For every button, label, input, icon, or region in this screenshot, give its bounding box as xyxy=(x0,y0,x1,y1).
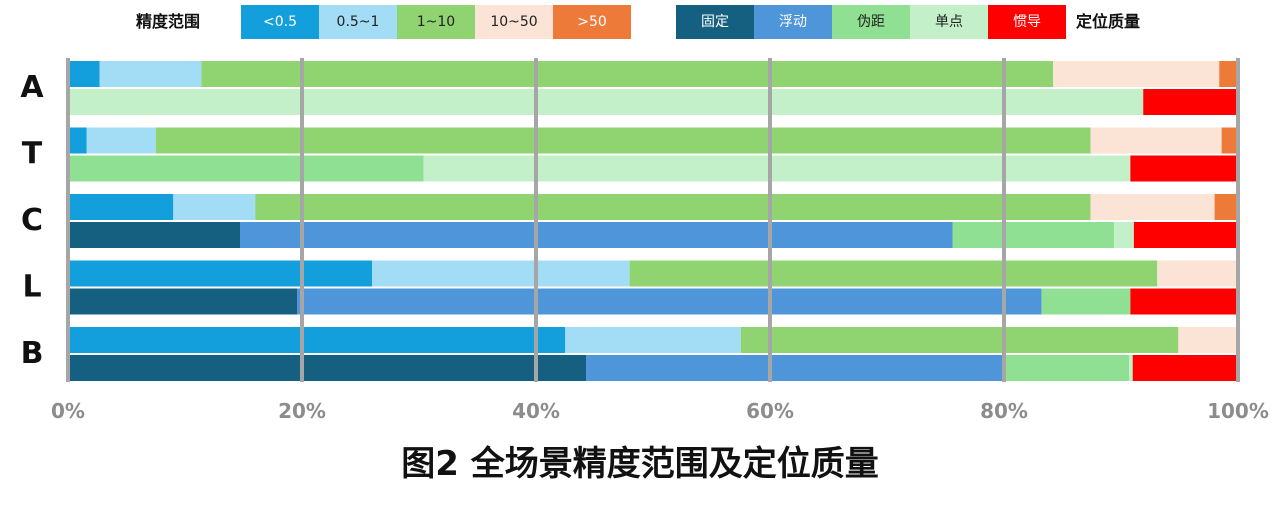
legend-precision-title: 精度范围 xyxy=(136,12,201,31)
bar-A-quality-3 xyxy=(68,89,1144,115)
bar-L-precision-2 xyxy=(629,260,1158,287)
x-tick-label-3: 60% xyxy=(746,399,794,423)
bar-B-quality-1 xyxy=(586,355,1003,381)
category-label-C: C xyxy=(21,203,43,238)
bar-C-quality-2 xyxy=(952,222,1114,248)
bar-C-quality-3 xyxy=(1113,222,1134,248)
bar-B-precision-1 xyxy=(565,327,741,353)
bar-T-quality-4 xyxy=(1130,155,1238,182)
bar-L-quality-0 xyxy=(68,288,298,315)
bar-B-precision-0 xyxy=(68,327,566,353)
bar-A-quality-4 xyxy=(1143,89,1238,115)
bar-L-quality-2 xyxy=(1041,288,1131,315)
bar-L-quality-4 xyxy=(1130,288,1238,315)
bar-C-precision-4 xyxy=(1214,194,1238,220)
figure-caption: 图2 全场景精度范围及定位质量 xyxy=(401,444,879,484)
legend-quality-item-2: 伪距 xyxy=(832,5,910,39)
x-tick-label-2: 40% xyxy=(512,399,560,423)
legend-precision-item-4: >50 xyxy=(553,5,631,39)
legend-precision-item-0: <0.5 xyxy=(241,5,319,39)
bar-T-precision-1 xyxy=(86,127,156,154)
bar-B-quality-4 xyxy=(1132,355,1238,381)
bar-A-precision-4 xyxy=(1219,61,1238,87)
bar-L-precision-1 xyxy=(372,260,630,287)
legend-quality-title: 定位质量 xyxy=(1076,12,1141,31)
bar-C-quality-1 xyxy=(239,222,953,248)
bar-C-quality-0 xyxy=(68,222,240,248)
legend-precision-item-1: 0.5~1 xyxy=(319,5,397,39)
bar-T-quality-3 xyxy=(423,155,1131,182)
bar-C-precision-2 xyxy=(255,194,1091,220)
bar-C-precision-0 xyxy=(68,194,174,220)
bar-C-precision-3 xyxy=(1090,194,1215,220)
bar-A-precision-0 xyxy=(68,61,100,87)
category-label-B: B xyxy=(21,336,44,371)
bar-T-precision-0 xyxy=(68,127,87,154)
category-label-T: T xyxy=(22,137,43,172)
bar-B-quality-2 xyxy=(1002,355,1130,381)
bar-L-precision-3 xyxy=(1157,260,1238,287)
bar-L-quality-1 xyxy=(297,288,1042,315)
bar-A-precision-3 xyxy=(1053,61,1220,87)
bar-A-precision-2 xyxy=(201,61,1054,87)
category-label-A: A xyxy=(20,70,44,105)
x-tick-label-0: 0% xyxy=(51,399,85,423)
legend-precision-item-3: 10~50 xyxy=(475,5,553,39)
category-label-L: L xyxy=(22,270,41,305)
bar-A-precision-1 xyxy=(99,61,202,87)
bar-T-quality-2 xyxy=(68,155,424,182)
legend-quality-item-1: 浮动 xyxy=(754,5,832,39)
bar-B-precision-2 xyxy=(740,327,1179,353)
bar-C-precision-1 xyxy=(173,194,256,220)
bar-B-quality-0 xyxy=(68,355,587,381)
bar-B-precision-3 xyxy=(1178,327,1238,353)
x-tick-label-4: 80% xyxy=(980,399,1028,423)
legend-quality-item-4: 惯导 xyxy=(988,5,1066,39)
bar-L-precision-0 xyxy=(68,260,373,287)
bar-C-quality-4 xyxy=(1133,222,1238,248)
x-tick-label-5: 100% xyxy=(1207,399,1269,423)
legend-precision-item-2: 1~10 xyxy=(397,5,475,39)
bar-T-precision-2 xyxy=(155,127,1091,154)
bar-T-precision-4 xyxy=(1221,127,1238,154)
x-tick-label-1: 20% xyxy=(278,399,326,423)
legend-quality-item-0: 固定 xyxy=(676,5,754,39)
bar-B-quality-3 xyxy=(1129,355,1133,381)
bar-T-precision-3 xyxy=(1090,127,1222,154)
legend-quality-item-3: 单点 xyxy=(910,5,988,39)
